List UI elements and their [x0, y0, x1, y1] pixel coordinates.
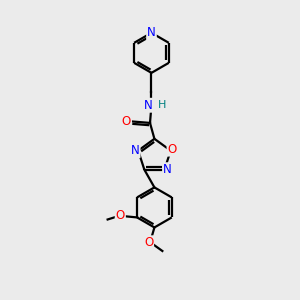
Text: N: N: [147, 26, 156, 39]
Text: O: O: [167, 142, 177, 156]
Text: N: N: [144, 99, 153, 112]
Text: H: H: [158, 100, 166, 110]
Text: N: N: [131, 144, 140, 157]
Text: N: N: [163, 163, 172, 176]
Text: O: O: [144, 236, 153, 249]
Text: O: O: [116, 209, 125, 223]
Text: O: O: [122, 115, 131, 128]
